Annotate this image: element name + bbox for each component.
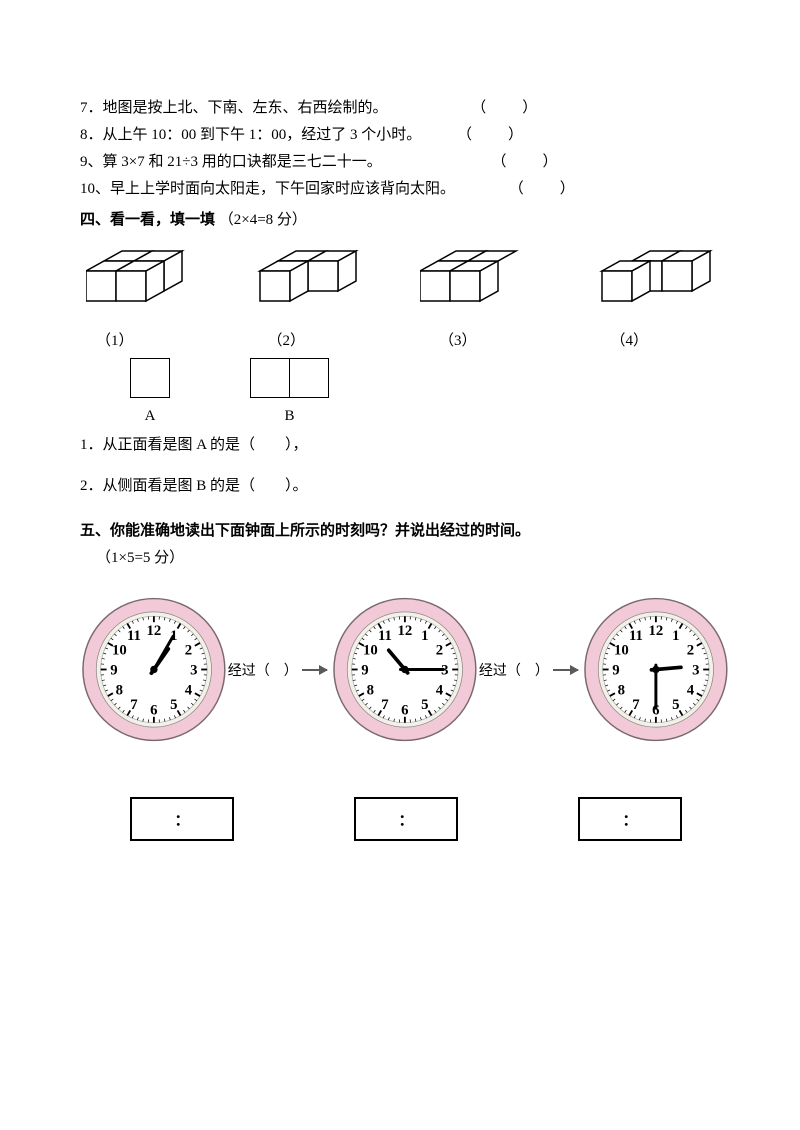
clock-2: 123456789101112 [331,582,479,757]
time-box-2[interactable]: ： [354,797,458,841]
shape-b-label: B [284,408,294,425]
svg-text:8: 8 [618,683,625,699]
svg-text:11: 11 [629,628,643,644]
svg-text:1: 1 [421,628,428,644]
time-box-1[interactable]: ： [130,797,234,841]
svg-text:8: 8 [367,683,374,699]
svg-text:3: 3 [190,663,197,679]
svg-text:9: 9 [361,663,368,679]
paren-9[interactable]: （ ） [491,154,559,170]
clock-1: 123456789101112 [80,582,228,757]
shape-a-label: A [145,408,156,425]
svg-text:2: 2 [436,643,443,659]
svg-text:3: 3 [692,663,699,679]
cube-label-4: （4） [601,329,731,350]
svg-text:2: 2 [185,643,192,659]
svg-text:4: 4 [687,683,695,699]
section4-title: 四、看一看，填一填 [80,212,215,228]
svg-text:7: 7 [632,697,640,713]
svg-text:1: 1 [672,628,679,644]
time-box-3[interactable]: ： [578,797,682,841]
cube-labels: （1） （2） （3） （4） [80,329,730,350]
svg-text:7: 7 [130,697,138,713]
svg-text:4: 4 [185,683,193,699]
clock-3: 123456789101112 [582,582,730,757]
elapsed-1[interactable]: 经过（ ） [228,660,298,680]
cube-label-2: （2） [258,329,388,350]
cube-fig-1 [86,239,206,309]
cube-label-1: （1） [86,329,216,350]
cube-fig-4 [592,239,732,309]
paren-10[interactable]: （ ） [509,181,577,197]
cube-label-3: （3） [429,329,559,350]
svg-text:10: 10 [112,643,127,659]
svg-text:12: 12 [649,623,664,639]
svg-text:8: 8 [116,683,123,699]
cubes-row [80,239,730,309]
shape-b: B [250,358,329,425]
question-9: 9、算 3×7 和 21÷3 用的口诀都是三七二十一。 [80,154,382,170]
question-8: 8．从上午 10：00 到下午 1：00，经过了 3 个小时。 [80,127,421,143]
arrow-icon [302,669,327,671]
svg-text:6: 6 [401,703,408,719]
svg-text:5: 5 [672,697,679,713]
svg-text:9: 9 [110,663,117,679]
svg-text:5: 5 [170,697,177,713]
clocks-row: 123456789101112 经过（ ） 123456789101112 经过… [80,582,730,757]
question-10: 10、早上上学时面向太阳走，下午回家时应该背向太阳。 [80,181,455,197]
paren-8[interactable]: （ ） [457,127,525,143]
cube-fig-2 [248,239,378,309]
arrow-icon [553,669,578,671]
svg-text:9: 9 [613,663,620,679]
section5-title: 五、你能准确地读出下面钟面上所示的时刻吗？并说出经过的时间。 [80,523,530,539]
svg-text:4: 4 [436,683,444,699]
elapsed-2[interactable]: 经过（ ） [479,660,549,680]
svg-text:2: 2 [687,643,694,659]
svg-text:10: 10 [614,643,629,659]
svg-text:6: 6 [150,703,157,719]
question-7: 7．地图是按上北、下南、左东、右西绘制的。 [80,100,388,116]
svg-text:12: 12 [147,623,162,639]
svg-text:11: 11 [378,628,392,644]
svg-text:5: 5 [421,697,428,713]
section4-sub2: 2．从侧面看是图 B 的是（ ）。 [80,478,308,494]
cube-fig-3 [420,239,550,309]
section5-score: （1×5=5 分） [96,550,184,566]
section4-score: （2×4=8 分） [219,212,307,228]
paren-7[interactable]: （ ） [471,100,539,116]
svg-text:10: 10 [363,643,378,659]
svg-text:7: 7 [381,697,389,713]
svg-text:12: 12 [398,623,413,639]
svg-text:11: 11 [127,628,141,644]
section4-sub1: 1．从正面看是图 A 的是（ ）， [80,437,308,453]
shape-a: A [130,358,170,425]
